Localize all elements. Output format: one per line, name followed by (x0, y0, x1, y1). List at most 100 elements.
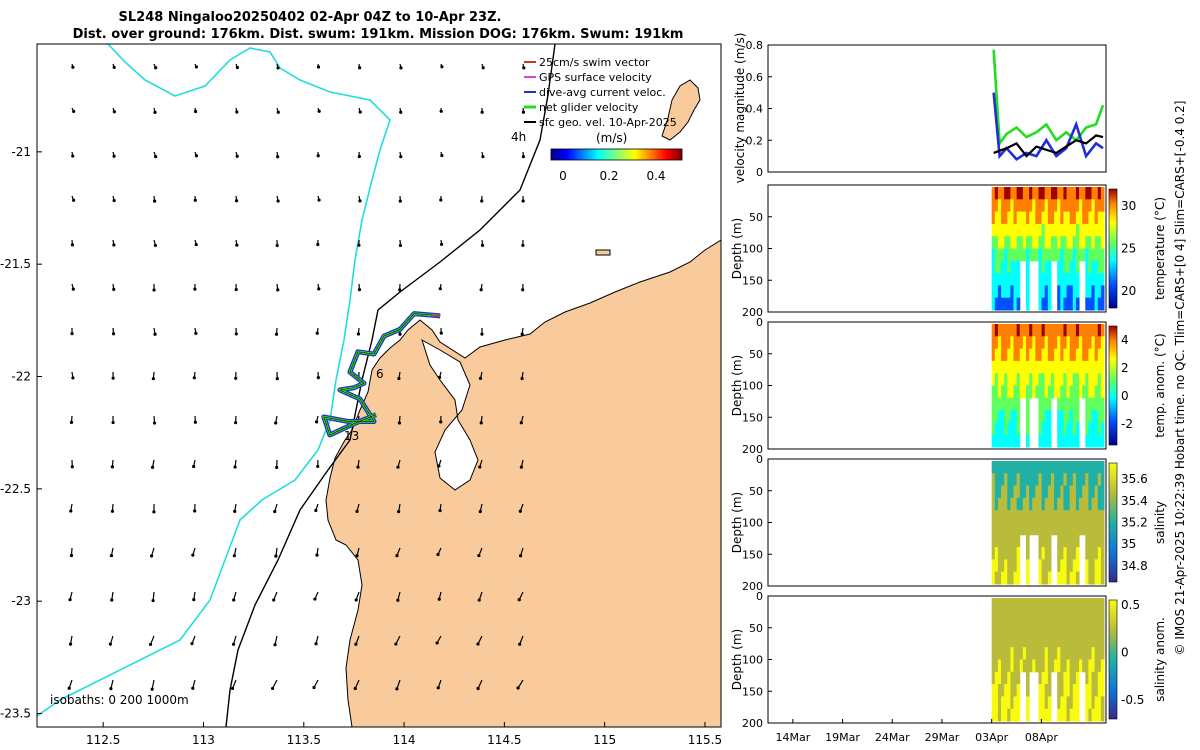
section-cell (1035, 187, 1039, 200)
section-cell (1041, 634, 1046, 648)
section-cell (994, 385, 999, 399)
section-cbar-tick: 0 (1121, 389, 1129, 403)
section-cell (1082, 610, 1086, 624)
section-cell (1066, 187, 1071, 200)
section-cell (1041, 671, 1046, 685)
section-cell (1001, 260, 1005, 274)
section-cell (1066, 598, 1071, 611)
section-cell (1038, 571, 1043, 585)
section-cell (1035, 248, 1039, 262)
section-cell (1079, 473, 1083, 487)
section-cell (1044, 223, 1049, 237)
section-cell (1029, 485, 1033, 499)
section-cell (1035, 622, 1039, 636)
section-cell (1091, 647, 1096, 660)
section-cell (1026, 534, 1030, 548)
section-cell (1019, 485, 1024, 499)
map-ytick-label: -22.5 (0, 482, 31, 496)
section-cell (1072, 211, 1077, 225)
section-cell (1007, 199, 1011, 213)
section-cell (1016, 510, 1021, 523)
current-arrow-head (68, 598, 72, 602)
section-cell (1057, 285, 1061, 299)
section-cell (1050, 223, 1055, 237)
section-cell (991, 248, 996, 262)
section-cell (1057, 260, 1061, 274)
section-cell (1007, 559, 1011, 573)
section-cell (1094, 223, 1099, 237)
section-cell (1072, 708, 1077, 722)
section-cell (1072, 285, 1077, 299)
section-cell (994, 434, 999, 448)
section-cell (1019, 473, 1024, 487)
section-cell (1057, 497, 1061, 511)
section-cell (1047, 559, 1052, 573)
current-arrow-head (399, 110, 403, 114)
section-cell (1050, 647, 1055, 660)
section-cell (1029, 223, 1033, 237)
vel-ytick-label: 0.6 (746, 71, 764, 84)
section-cell (991, 708, 996, 722)
current-arrow-head (316, 65, 321, 69)
section-cell (1088, 236, 1093, 249)
current-arrow-head (399, 66, 403, 70)
section-cell (1044, 273, 1049, 286)
section-cell (1082, 211, 1086, 225)
section-cell (1097, 248, 1102, 262)
section-cell (1094, 671, 1099, 685)
section-cell (1013, 671, 1018, 685)
section-cell (1094, 422, 1099, 436)
section-cell (1100, 297, 1105, 311)
section-cell (1010, 571, 1015, 585)
section-cell (1035, 236, 1039, 249)
section-cell (1007, 187, 1011, 200)
section-cell (1100, 571, 1105, 585)
section-cell (1029, 248, 1033, 262)
section-cell (1100, 236, 1105, 249)
section-cell (1029, 497, 1033, 511)
section-cell (1047, 522, 1052, 536)
section-cell (1035, 336, 1039, 350)
section-cell (1026, 497, 1030, 511)
section-cell (997, 671, 1002, 685)
current-arrow-head (70, 465, 74, 469)
section-cell (1038, 696, 1043, 710)
section-cell (1004, 260, 1008, 274)
section-cell (1001, 324, 1005, 337)
current-arrow-head (436, 686, 440, 690)
section-cell (1060, 485, 1064, 499)
section-cell (1035, 348, 1039, 362)
section-cell (1063, 248, 1068, 262)
section-cell (1013, 324, 1018, 337)
section-cell (1060, 360, 1064, 374)
section-cell (1044, 598, 1049, 611)
section-cell (1010, 248, 1015, 262)
current-arrow-head (358, 110, 362, 114)
section-cell (1019, 610, 1024, 624)
depth-tick-label: 0 (756, 590, 763, 603)
section-cell (991, 534, 996, 548)
depth-tick-label: 50 (749, 211, 763, 224)
section-cell (1022, 248, 1027, 262)
section-cell (1094, 336, 1099, 350)
section-cell (994, 273, 999, 286)
section-cell (1072, 659, 1077, 673)
section-cell (1047, 547, 1052, 560)
section-cell (1088, 473, 1093, 487)
section-cell (1094, 199, 1099, 213)
section-cell (1085, 324, 1089, 337)
section-cell (1026, 324, 1030, 337)
section-cell (1079, 497, 1083, 511)
section-cell (997, 522, 1002, 536)
section-cell (1060, 187, 1064, 200)
section-cell (1019, 461, 1024, 474)
footer-credit: © IMOS 21-Apr-2025 10:22:39 Hobart time.… (1173, 101, 1187, 656)
section-cell (1044, 522, 1049, 536)
section-cell (1047, 622, 1052, 636)
section-cell (1047, 659, 1052, 673)
section-cell (1029, 473, 1033, 487)
section-cell (1007, 422, 1011, 436)
section-cell (1054, 187, 1058, 200)
section-cell (1026, 223, 1030, 237)
section-cell (1050, 522, 1055, 536)
